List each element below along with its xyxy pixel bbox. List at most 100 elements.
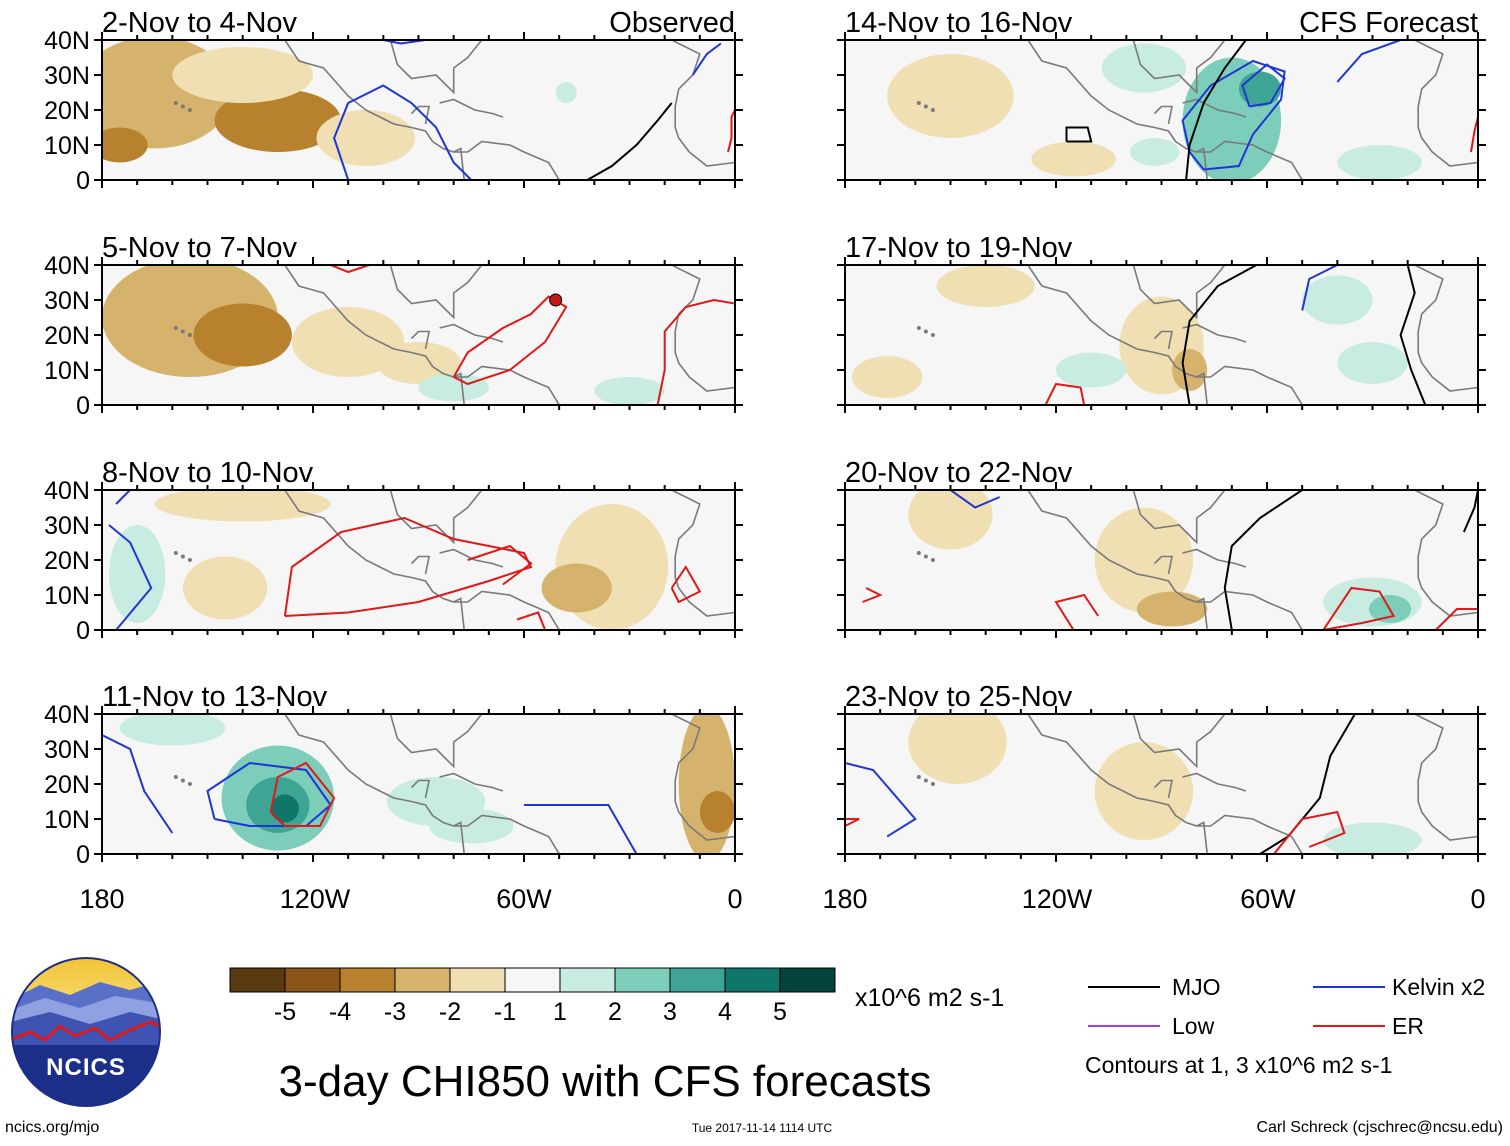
x-tick-label: 180 — [79, 884, 124, 914]
island — [180, 554, 185, 559]
wave-contour — [845, 762, 917, 838]
panel-title: 5-Nov to 7-Nov — [102, 232, 298, 264]
island — [923, 778, 928, 783]
colorbar-tick-label: 3 — [663, 998, 677, 1026]
y-tick-label: 0 — [76, 617, 90, 645]
anomaly-shading — [1094, 507, 1194, 613]
x-tick-label: 120W — [1022, 884, 1093, 914]
anomaly-shading — [119, 714, 226, 746]
wave-contour — [1322, 586, 1396, 630]
island — [173, 551, 178, 555]
wave-contour — [670, 565, 702, 604]
anomaly-shading — [1136, 591, 1208, 627]
wave-contour — [949, 490, 1001, 509]
wave-contour — [524, 804, 638, 854]
wave-contour — [283, 516, 533, 617]
coastline-americas — [1027, 265, 1304, 405]
legend-label-low: Low — [1172, 1013, 1215, 1039]
coastline-africa — [1414, 265, 1478, 392]
island — [173, 326, 178, 330]
x-tick-label: 60W — [496, 884, 552, 914]
timestamp: Tue 2017-11-14 1114 UTC — [692, 1121, 833, 1135]
colorbar-tick-label: 5 — [773, 998, 787, 1026]
wave-contour — [1065, 126, 1093, 143]
wave-contour — [383, 40, 426, 45]
coastline-caribbean — [1182, 548, 1247, 568]
colorbar-swatch — [614, 967, 671, 993]
y-tick-label: 10N — [44, 806, 90, 834]
colorbar-tick-label: -2 — [439, 998, 461, 1026]
y-tick-label: 20N — [44, 322, 90, 350]
wave-contour — [1470, 116, 1478, 153]
coastline-caribbean — [1182, 323, 1247, 343]
anomaly-shading — [418, 373, 489, 402]
wave-contour — [1301, 265, 1338, 311]
anomaly-shading — [1172, 349, 1208, 391]
island — [180, 104, 185, 109]
colorbar-swatch — [559, 967, 616, 993]
island — [930, 558, 935, 562]
coastline-americas — [1027, 490, 1304, 630]
legend: MJO Kelvin x2 Low ER Contours at 1, 3 x1… — [1085, 974, 1485, 1078]
island — [930, 782, 935, 786]
panel-title: 8-Nov to 10-Nov — [102, 457, 314, 489]
panel: 40N 30N 20N 10N 0 8-Nov to 10-Nov — [44, 457, 743, 645]
anomaly-shading — [1337, 145, 1422, 180]
y-tick-label: 40N — [44, 252, 90, 280]
wave-contour — [102, 734, 174, 834]
colorbar-tick-label: 4 — [718, 998, 732, 1026]
anomaly-shading — [1129, 138, 1180, 166]
wave-contour — [1181, 265, 1257, 405]
y-tick-label: 20N — [44, 771, 90, 799]
panels-group: 40N 30N 20N 10N 0 2-Nov to 4-Nov Observed 14-No… — [44, 7, 1486, 869]
colorbar-swatch — [669, 967, 726, 993]
wave-contour — [1336, 40, 1401, 83]
coastline-africa — [1414, 490, 1478, 617]
y-tick-label: 40N — [44, 27, 90, 55]
colorbar-tick-label: -4 — [329, 998, 351, 1026]
coastline-africa — [1414, 40, 1478, 167]
island — [916, 326, 921, 330]
panel: 20-Nov to 22-Nov — [837, 457, 1486, 638]
island — [187, 108, 192, 112]
coastline-americas — [284, 714, 561, 854]
colorbar-swatch — [284, 967, 341, 993]
wave-contour — [102, 490, 132, 505]
coastline-americas — [1027, 40, 1304, 180]
anomaly-shading — [154, 490, 331, 522]
anomaly-shading — [1238, 71, 1282, 107]
y-tick-label: 20N — [44, 97, 90, 125]
colorbar-tick-label: -5 — [274, 998, 296, 1026]
colorbar: -5 -4 -3 -2 -1 1 2 3 4 5 — [229, 967, 836, 1026]
site-link[interactable]: ncics.org/mjo — [5, 1119, 99, 1136]
anomaly-shading — [102, 127, 148, 163]
anomaly-shading — [376, 342, 461, 384]
anomaly-shading — [429, 808, 514, 844]
island — [180, 778, 185, 783]
y-tick-label: 0 — [76, 392, 90, 420]
island — [173, 101, 178, 105]
wave-contour — [691, 42, 722, 76]
coastline-caribbean — [439, 98, 504, 118]
coastline-yucatan — [1153, 330, 1173, 350]
coastline-usa — [1132, 490, 1226, 545]
panel: 17-Nov to 19-Nov — [837, 232, 1486, 413]
island — [923, 554, 928, 559]
coastline-caribbean — [439, 323, 504, 343]
coastline-yucatan — [410, 555, 431, 575]
wave-contour — [333, 84, 473, 180]
coastline-caribbean — [1182, 98, 1247, 118]
y-tick-label: 30N — [44, 62, 90, 90]
island — [916, 775, 921, 779]
island — [916, 101, 921, 105]
anomaly-shading — [1337, 342, 1408, 384]
x-tick-label: 0 — [727, 884, 742, 914]
colorbar-swatch — [724, 967, 781, 993]
wave-contour — [467, 544, 533, 586]
wave-contour — [656, 298, 735, 405]
panel: 40N 30N 20N 10N 0 5-Nov to 7-Nov — [44, 232, 743, 420]
island — [187, 782, 192, 786]
anomaly-shading — [109, 525, 166, 623]
legend-label-mjo: MJO — [1172, 974, 1221, 1000]
